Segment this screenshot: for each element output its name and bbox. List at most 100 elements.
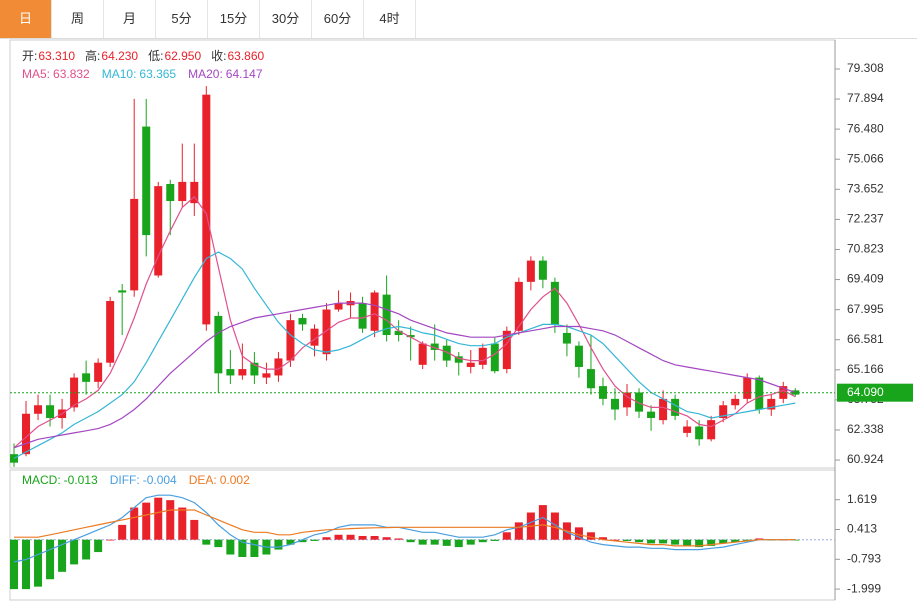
y-tick-label: 0.413 — [847, 522, 877, 536]
candle-body — [82, 373, 91, 382]
macd-bar — [310, 539, 319, 541]
period-tab[interactable]: 30分 — [260, 0, 312, 38]
candle-body — [647, 411, 656, 419]
legend-name: DIFF: — [110, 473, 140, 487]
macd-bar — [214, 539, 223, 548]
macd-bar — [454, 539, 463, 548]
macd-bar — [406, 539, 415, 543]
candle-body — [502, 330, 511, 370]
candle-body — [370, 292, 379, 331]
y-tick-label: 60.924 — [847, 452, 884, 466]
legend-value: 63.832 — [53, 67, 90, 81]
candle-body — [310, 328, 319, 346]
candle-body — [94, 362, 103, 382]
candle-body — [286, 320, 295, 361]
macd-bar — [166, 500, 175, 540]
macd-bar — [514, 522, 523, 540]
candle-body — [202, 94, 211, 325]
period-tab[interactable]: 5分 — [156, 0, 208, 38]
macd-bar — [647, 539, 656, 544]
period-tab[interactable]: 周 — [52, 0, 104, 38]
candle-body — [406, 335, 415, 338]
macd-bar — [574, 527, 583, 540]
last-price-label: 64.090 — [847, 385, 884, 399]
macd-bar — [586, 532, 595, 540]
macd-bar — [683, 539, 692, 546]
macd-bar — [671, 539, 680, 545]
macd-line — [14, 509, 796, 547]
y-tick-label: -1.999 — [847, 581, 881, 595]
legend-value: -0.013 — [64, 473, 98, 487]
candle-body — [262, 373, 271, 378]
candle-body — [358, 303, 367, 329]
macd-bar — [538, 505, 547, 540]
candle-body — [550, 281, 559, 325]
last-price-box — [837, 383, 913, 402]
macd-bar — [731, 539, 740, 543]
macd-bar — [274, 539, 283, 550]
macd-bar — [550, 512, 559, 540]
candle-body — [731, 398, 740, 406]
period-tab[interactable]: 4时 — [364, 0, 416, 38]
macd-bar — [322, 537, 331, 540]
macd-bar — [226, 539, 235, 555]
macd-bar — [430, 539, 439, 545]
candle-body — [466, 362, 475, 367]
candle-body — [719, 405, 728, 419]
macd-bar — [238, 539, 247, 557]
period-tab[interactable]: 日 — [0, 0, 52, 38]
y-tick-label: 73.652 — [847, 181, 884, 195]
candle-body — [514, 281, 523, 331]
candle-body — [238, 369, 247, 376]
candle-body — [226, 369, 235, 376]
candle-body — [22, 413, 31, 455]
candle-body — [538, 260, 547, 280]
period-tab[interactable]: 月 — [104, 0, 156, 38]
period-tab[interactable]: 60分 — [312, 0, 364, 38]
period-tab[interactable]: 15分 — [208, 0, 260, 38]
candle-body — [106, 301, 115, 363]
macd-bar — [10, 539, 18, 590]
candle-body — [250, 362, 259, 376]
info-label: 收: — [211, 49, 226, 63]
candle-body — [574, 345, 583, 367]
legend-value: 63.365 — [139, 67, 176, 81]
legend-name: MA10: — [102, 67, 137, 81]
candle-body — [154, 186, 163, 276]
macd-bar — [370, 535, 379, 540]
candle-body — [142, 126, 151, 236]
candle-body — [635, 392, 644, 412]
macd-bar — [598, 537, 607, 540]
macd-bar — [635, 539, 644, 543]
candle-body — [382, 294, 391, 336]
candle-body — [478, 347, 487, 365]
candle-body — [611, 398, 619, 410]
ma-line — [13, 251, 796, 459]
legend-value: -0.004 — [143, 473, 177, 487]
y-tick-label: 62.338 — [847, 422, 884, 436]
macd-bar — [695, 539, 704, 548]
legend-name: MA20: — [188, 67, 223, 81]
macd-bar — [490, 539, 499, 541]
candle-body — [442, 345, 451, 361]
y-tick-label: 72.237 — [847, 212, 884, 226]
macd-bar — [719, 539, 728, 544]
macd-bar — [611, 539, 619, 541]
macd-bar — [394, 538, 403, 540]
candle-body — [322, 309, 331, 355]
candle-body — [659, 398, 668, 421]
macd-bar — [442, 539, 451, 546]
macd-bar — [334, 534, 343, 540]
y-tick-label: 69.409 — [847, 272, 884, 286]
macd-bar — [478, 539, 487, 543]
macd-bar — [659, 539, 668, 544]
y-tick-label: 76.480 — [847, 121, 884, 135]
macd-bar — [46, 539, 55, 580]
candle-body — [623, 392, 632, 408]
macd-bar — [382, 537, 391, 540]
candle-body — [454, 356, 463, 363]
legend-name: DEA: — [189, 473, 217, 487]
candle-body — [298, 318, 307, 325]
candle-body — [166, 184, 175, 202]
